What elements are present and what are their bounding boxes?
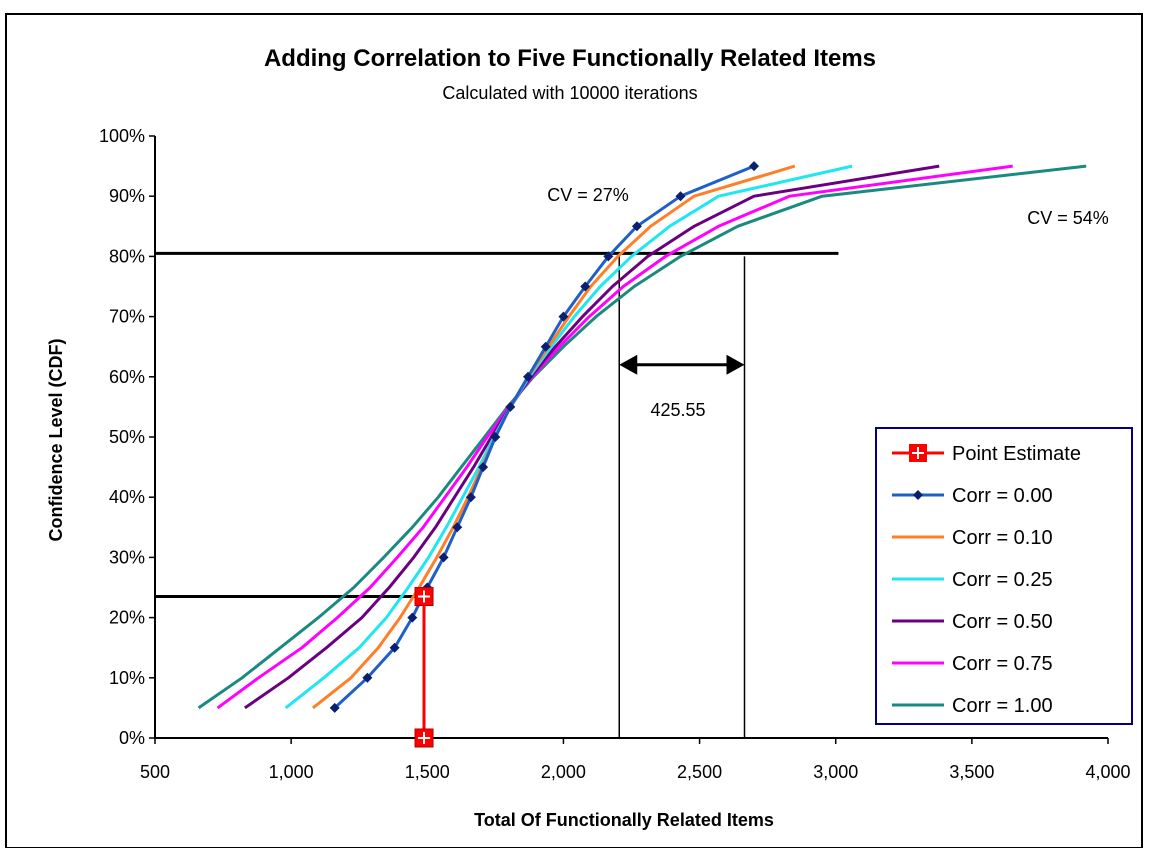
chart-title: Adding Correlation to Five Functionally …: [264, 45, 876, 72]
data-point-corr-0-00: [490, 432, 501, 442]
y-tick-label: 50%: [109, 427, 145, 447]
data-point-cross: [418, 732, 431, 744]
legend-marker-cross: [912, 447, 924, 459]
legend: Point Estimate Corr = 0.00 Corr = 0.10 Corr…: [875, 427, 1133, 725]
legend-label-corr-1-00: Corr = 1.00: [952, 695, 1053, 717]
y-axis: 0% 10% 20% 30% 40% 50% 60% 70% 80% 90% 100%: [99, 126, 156, 748]
data-point-corr-0-00: [631, 221, 642, 232]
x-axis: 500 1,000 1,500 2,000 2,500 3,000 3,500 4,000: [140, 737, 1131, 782]
data-point-corr-0-00: [438, 552, 449, 563]
legend-label-corr-0-25: Corr = 0.25: [952, 569, 1053, 591]
x-tick-label: 2,500: [677, 762, 722, 782]
y-tick-label: 40%: [109, 487, 145, 507]
x-tick-label: 3,500: [949, 762, 994, 782]
spread-arrow-head-left: [619, 354, 638, 375]
x-tick-label: 3,000: [813, 762, 858, 782]
data-point-corr-0-00: [603, 251, 614, 262]
chart-subtitle: Calculated with 10000 iterations: [442, 83, 697, 103]
annotations: CV = 27% CV = 54% 425.55: [547, 185, 1109, 420]
series-layer: [197, 161, 1087, 748]
legend-marker-corr-0-00: [913, 490, 923, 500]
y-tick-label: 70%: [109, 307, 145, 327]
series-line-corr-1-00: [197, 164, 1087, 710]
x-tick-label: 2,000: [541, 762, 586, 782]
annotation-cv-high: CV = 54%: [1027, 208, 1109, 228]
legend-label-corr-0-00: Corr = 0.00: [952, 485, 1053, 507]
data-point-cross: [418, 590, 431, 603]
legend-label-corr-0-10: Corr = 0.10: [952, 527, 1053, 549]
data-point-corr-0-00: [407, 612, 418, 623]
data-point-corr-0-00: [540, 341, 551, 352]
spread-arrow-head-right: [726, 354, 745, 375]
legend-label-corr-0-75: Corr = 0.75: [952, 653, 1053, 675]
data-point-corr-0-00: [749, 161, 760, 172]
data-point-corr-0-00: [558, 311, 569, 322]
data-point-corr-0-00: [580, 281, 591, 292]
y-tick-label: 100%: [99, 126, 145, 146]
y-axis-title: Confidence Level (CDF): [46, 338, 66, 541]
y-tick-label: 10%: [109, 668, 145, 688]
y-tick-label: 0%: [119, 728, 145, 748]
y-tick-label: 30%: [109, 547, 145, 567]
data-point-corr-0-00: [362, 672, 373, 683]
y-tick-label: 20%: [109, 608, 145, 628]
annotation-spread: 425.55: [650, 400, 705, 420]
x-tick-label: 1,500: [405, 762, 450, 782]
data-point-corr-0-00: [523, 371, 534, 382]
y-tick-label: 60%: [109, 367, 145, 387]
legend-label-point-estimate: Point Estimate: [952, 443, 1081, 465]
x-tick-label: 1,000: [269, 762, 314, 782]
x-tick-label: 4,000: [1085, 762, 1130, 782]
data-point-corr-0-00: [452, 522, 463, 533]
y-tick-label: 80%: [109, 246, 145, 266]
x-axis-title: Total Of Functionally Related Items: [474, 810, 774, 830]
data-point-corr-0-00: [505, 401, 516, 412]
legend-label-corr-0-50: Corr = 0.50: [952, 611, 1053, 633]
series-line-corr-0-75: [216, 164, 1013, 710]
x-tick-label: 500: [140, 762, 170, 782]
data-point-corr-0-00: [465, 492, 476, 503]
data-point-corr-0-00: [329, 702, 340, 713]
data-point-corr-0-00: [675, 191, 686, 202]
reference-lines: [155, 251, 839, 738]
y-tick-label: 90%: [109, 186, 145, 206]
annotation-cv-low: CV = 27%: [547, 185, 629, 205]
data-point-corr-0-00: [478, 462, 489, 473]
data-point-corr-0-00: [389, 642, 400, 653]
legend-box: [875, 427, 1133, 725]
